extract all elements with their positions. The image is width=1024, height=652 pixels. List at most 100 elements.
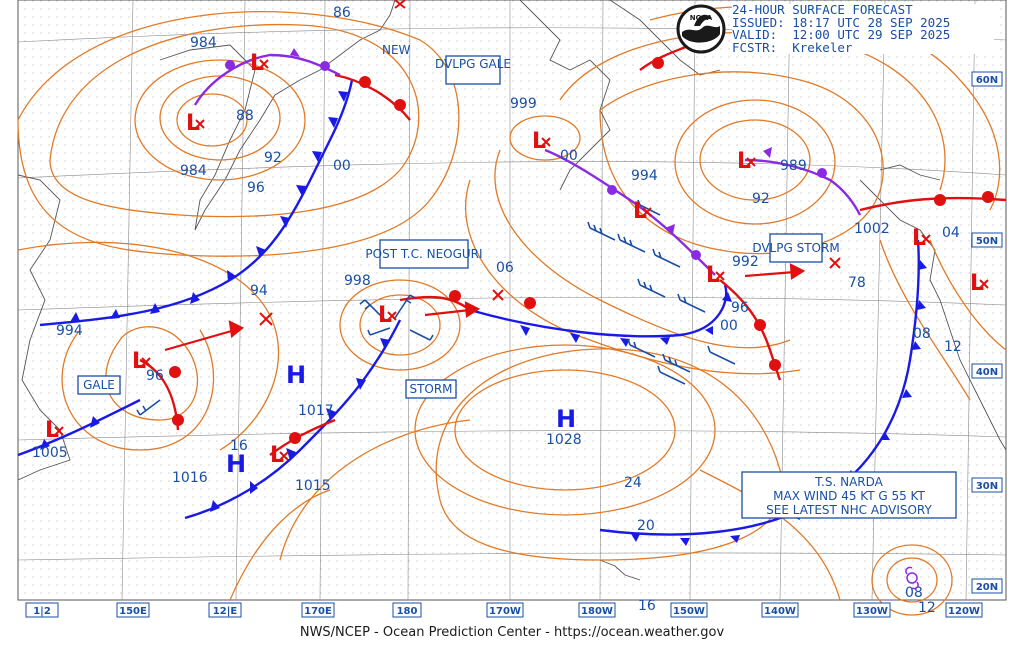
lon-label: 170W (489, 606, 521, 617)
low-center-x (279, 451, 289, 461)
low-symbol: L (633, 199, 647, 224)
pressure-label: 08 (913, 326, 931, 342)
forecaster-line: FCSTR: Krekeler (732, 39, 853, 55)
low-center-x (541, 137, 551, 147)
pressure-label: 96 (146, 368, 164, 384)
low-center-x (979, 279, 989, 289)
pressure-labels: 86 984 88 92 984 96 00 999 00 994 989 92… (32, 5, 962, 616)
pressure-label: 88 (236, 108, 254, 124)
pressure-label: 984 (180, 163, 207, 179)
low-center-x (921, 234, 931, 244)
wind-barbs (136, 199, 736, 416)
valid-line: VALID: 12:00 UTC 29 SEP 2025 (732, 27, 951, 43)
ts-name: T.S. NARDA (814, 475, 884, 489)
pressure-label: 94 (250, 283, 268, 299)
longitude-labels: 1|2 150E 12|E 170E 180 170W 180W 150W 14… (25, 602, 983, 618)
low-center-x (387, 311, 397, 321)
noaa-logo-text: NOAA (690, 14, 713, 22)
warning-box-dvlpg-gale: DVLPG GALE (435, 57, 511, 71)
lat-label: 30N (976, 481, 998, 492)
low-symbol: L (532, 129, 546, 154)
map-border (17, 0, 1007, 601)
low-symbol: L (45, 418, 59, 443)
warning-box-post-tc: POST T.C. NEOGURI (365, 247, 482, 261)
pressure-label: 999 (510, 96, 537, 112)
low-center-x (54, 426, 64, 436)
pressure-label: 00 (560, 148, 578, 164)
low-center-x (259, 59, 269, 69)
warning-box-storm: STORM (409, 382, 452, 396)
low-symbol: L (270, 443, 284, 468)
high-symbol: H (226, 450, 246, 478)
low-symbol: L (912, 226, 926, 251)
low-symbol: L (706, 263, 720, 288)
pressure-label: 984 (190, 35, 217, 51)
warm-front-bumps (169, 57, 994, 444)
pressure-label: 12 (918, 600, 936, 616)
low-center-x (746, 157, 756, 167)
cold-fronts (17, 79, 920, 536)
warning-box-gale: GALE (83, 378, 115, 392)
low-center-x (642, 207, 652, 217)
pressure-label: 04 (942, 225, 960, 241)
ts-advisory: SEE LATEST NHC ADVISORY (766, 503, 932, 517)
isobars (17, 5, 1007, 616)
pressure-label: 16 (230, 438, 248, 454)
latitude-labels: 60N 50N 40N 30N 20N (971, 71, 1003, 594)
pressure-label: 96 (731, 300, 749, 316)
pressure-label: 20 (637, 518, 655, 534)
pressure-label: 06 (496, 260, 514, 276)
lon-label: 150W (673, 606, 705, 617)
lon-label: 140W (764, 606, 796, 617)
lat-label: 50N (976, 236, 998, 247)
high-symbol: H (286, 361, 306, 389)
lon-label: 170E (304, 606, 332, 617)
pressure-label: 86 (333, 5, 351, 21)
pressure-label: 992 (732, 254, 759, 270)
ts-wind: MAX WIND 45 KT G 55 KT (773, 489, 925, 503)
low-center-x (715, 271, 725, 281)
issued-line: ISSUED: 18:17 UTC 28 SEP 2025 (732, 14, 951, 30)
pressure-label: 92 (752, 191, 770, 207)
high-symbol: H (556, 405, 576, 433)
low-symbol: L (378, 303, 392, 328)
low-symbol: L (186, 111, 200, 136)
high-symbols: H H H (226, 361, 576, 478)
lat-label: 20N (976, 582, 998, 593)
lon-label: 1|2 (33, 606, 51, 617)
pressure-label: 12 (944, 339, 962, 355)
cold-front-teeth (40, 91, 927, 546)
pressure-label: 24 (624, 475, 642, 491)
lon-label: 12|E (213, 606, 238, 617)
lon-label: 130W (856, 606, 888, 617)
pressure-label: 989 (780, 158, 807, 174)
pressure-label: 96 (247, 180, 265, 196)
lon-label: 180W (581, 606, 613, 617)
lat-label: 40N (976, 367, 998, 378)
pressure-label: 08 (905, 585, 923, 601)
footer-credit: NWS/NCEP - Ocean Prediction Center - htt… (299, 625, 725, 640)
pressure-label: 998 (344, 273, 371, 289)
pressure-label: 1015 (295, 478, 331, 494)
low-center-x (141, 357, 151, 367)
lat-label: 60N (976, 75, 998, 86)
pressure-label: 1002 (854, 221, 890, 237)
forecast-title: 24-HOUR SURFACE FORECAST (732, 2, 913, 17)
forecast-header: 24-HOUR SURFACE FORECAST ISSUED: 18:17 UT… (732, 2, 994, 55)
pressure-label: 1016 (172, 470, 208, 486)
lon-label: 150E (119, 606, 147, 617)
noaa-logo: NOAA (676, 4, 726, 54)
pressure-label: 1017 (298, 403, 334, 419)
low-symbol: L (132, 349, 146, 374)
tropical-storm-box: T.S. NARDA MAX WIND 45 KT G 55 KT SEE LA… (741, 471, 957, 519)
pressure-label: 1005 (32, 445, 68, 461)
pressure-label: 00 (333, 158, 351, 174)
new-label: NEW (382, 43, 411, 57)
lat-lon-grid (17, 0, 1007, 601)
low-center-markers (259, 0, 841, 326)
warning-box-dvlpg-storm: DVLPG STORM (752, 241, 839, 255)
movement-arrows (164, 263, 806, 352)
pressure-label: 994 (631, 168, 658, 184)
lon-label: 180 (397, 606, 418, 617)
